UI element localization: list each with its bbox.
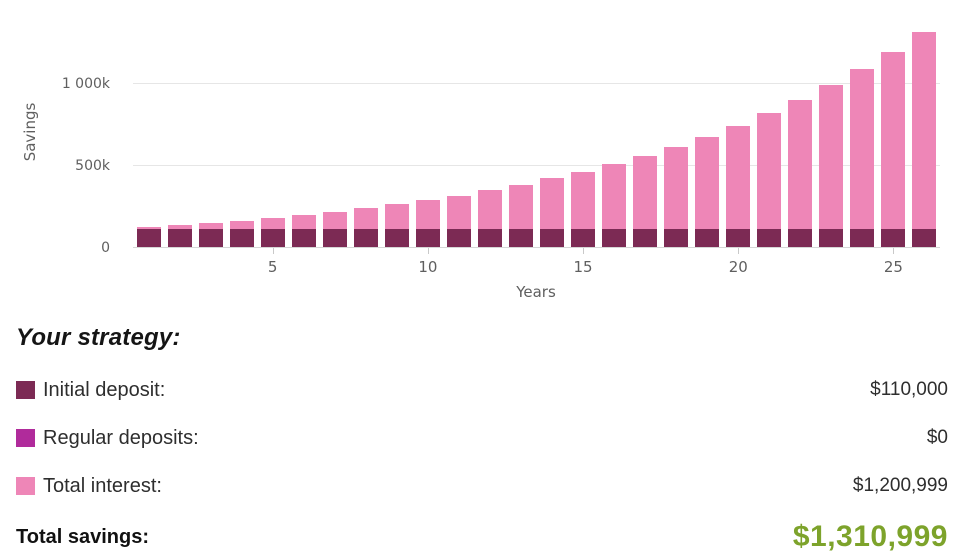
bar-segment-initial-deposit[interactable] — [633, 229, 658, 247]
bar-segment-interest[interactable] — [726, 126, 751, 247]
bar-segment-initial-deposit[interactable] — [508, 229, 533, 247]
y-axis-labels: 1 000k 500k 0 — [0, 0, 110, 256]
bar-year-24[interactable] — [850, 69, 875, 247]
bar-segment-initial-deposit[interactable] — [757, 229, 782, 247]
y-tick-label-1000k: 1 000k — [61, 76, 110, 92]
bar-segment-initial-deposit[interactable] — [167, 229, 192, 247]
savings-chart: Savings 1 000k 500k 0 Years 5 10 15 20 25 — [0, 0, 940, 301]
bar-segment-initial-deposit[interactable] — [881, 229, 906, 247]
bar-year-26[interactable] — [912, 32, 937, 247]
bar-year-22[interactable] — [788, 100, 813, 247]
bar-segment-initial-deposit[interactable] — [384, 229, 409, 247]
gridline-1000k — [133, 83, 940, 84]
x-tick-mark-15 — [583, 248, 585, 254]
bar-year-12[interactable] — [477, 190, 502, 247]
bar-segment-initial-deposit[interactable] — [260, 229, 285, 247]
bar-year-9[interactable] — [384, 204, 409, 247]
bar-segment-interest[interactable] — [850, 69, 875, 247]
bar-segment-initial-deposit[interactable] — [912, 229, 937, 247]
bar-year-21[interactable] — [757, 113, 782, 247]
bar-year-7[interactable] — [322, 212, 347, 247]
total-interest-label: Total interest: — [43, 474, 162, 497]
bar-year-5[interactable] — [260, 218, 285, 247]
bar-year-3[interactable] — [198, 223, 223, 247]
bar-year-8[interactable] — [353, 208, 378, 247]
bar-year-1[interactable] — [136, 227, 161, 247]
regular-deposits-swatch-icon — [16, 429, 35, 447]
bar-segment-initial-deposit[interactable] — [695, 229, 720, 247]
bar-segment-initial-deposit[interactable] — [602, 229, 627, 247]
bar-year-18[interactable] — [664, 147, 689, 247]
bar-segment-initial-deposit[interactable] — [353, 229, 378, 247]
bar-segment-interest[interactable] — [757, 113, 782, 247]
strategy-panel: Your strategy: Initial deposit: $110,000… — [0, 308, 964, 554]
bar-year-11[interactable] — [446, 196, 471, 247]
initial-deposit-swatch-icon — [16, 381, 35, 399]
bar-segment-initial-deposit[interactable] — [664, 229, 689, 247]
regular-deposits-value: $0 — [926, 427, 948, 448]
bar-segment-interest[interactable] — [819, 85, 844, 247]
bar-segment-interest[interactable] — [912, 32, 937, 247]
bar-year-16[interactable] — [602, 164, 627, 247]
bar-segment-initial-deposit[interactable] — [229, 229, 254, 247]
bar-year-17[interactable] — [633, 156, 658, 247]
total-savings-label: Total savings: — [16, 525, 149, 548]
x-tick-mark-10 — [427, 248, 429, 254]
row-initial-deposit: Initial deposit: $110,000 — [16, 378, 948, 401]
bar-year-20[interactable] — [726, 126, 751, 247]
regular-deposits-label: Regular deposits: — [43, 426, 199, 449]
bar-segment-initial-deposit[interactable] — [571, 229, 596, 247]
y-tick-label-500k: 500k — [75, 158, 110, 174]
bar-segment-interest[interactable] — [788, 100, 813, 247]
x-tick-mark-5 — [272, 248, 274, 254]
bar-year-14[interactable] — [540, 178, 565, 247]
x-tick-mark-25 — [893, 248, 895, 254]
bar-segment-initial-deposit[interactable] — [788, 229, 813, 247]
bar-segment-initial-deposit[interactable] — [198, 229, 223, 247]
x-axis-title: Years — [516, 283, 556, 301]
x-tick-label-20: 20 — [728, 258, 748, 276]
bar-year-13[interactable] — [508, 185, 533, 247]
strategy-heading: Your strategy: — [16, 324, 181, 351]
bar-year-10[interactable] — [415, 200, 440, 247]
total-savings-value: $1,310,999 — [792, 520, 948, 553]
bar-segment-initial-deposit[interactable] — [446, 229, 471, 247]
bar-segment-initial-deposit[interactable] — [540, 229, 565, 247]
row-total-interest: Total interest: $1,200,999 — [16, 474, 948, 497]
x-tick-mark-20 — [738, 248, 740, 254]
bar-year-25[interactable] — [881, 52, 906, 247]
x-tick-label-10: 10 — [418, 258, 438, 276]
bar-segment-initial-deposit[interactable] — [726, 229, 751, 247]
x-tick-label-25: 25 — [883, 258, 903, 276]
row-regular-deposits: Regular deposits: $0 — [16, 426, 948, 449]
total-interest-swatch-icon — [16, 477, 35, 495]
initial-deposit-value: $110,000 — [870, 379, 948, 400]
gridline-500k — [133, 165, 940, 166]
x-tick-label-15: 15 — [573, 258, 593, 276]
bar-segment-interest[interactable] — [881, 52, 906, 247]
bar-segment-initial-deposit[interactable] — [291, 229, 316, 247]
bar-segment-initial-deposit[interactable] — [136, 229, 161, 247]
plot-area — [133, 0, 940, 248]
bar-year-19[interactable] — [695, 137, 720, 247]
x-tick-label-5: 5 — [267, 258, 278, 276]
bar-segment-initial-deposit[interactable] — [477, 229, 502, 247]
total-interest-value: $1,200,999 — [852, 475, 948, 496]
bar-segment-interest[interactable] — [695, 137, 720, 247]
initial-deposit-label: Initial deposit: — [43, 378, 166, 401]
bar-year-4[interactable] — [229, 221, 254, 247]
bar-year-6[interactable] — [291, 215, 316, 247]
bar-segment-initial-deposit[interactable] — [322, 229, 347, 247]
bar-segment-initial-deposit[interactable] — [819, 229, 844, 247]
bar-year-23[interactable] — [819, 85, 844, 247]
bar-segment-initial-deposit[interactable] — [415, 229, 440, 247]
bar-segment-initial-deposit[interactable] — [850, 229, 875, 247]
bar-year-2[interactable] — [167, 225, 192, 247]
row-total-savings: Total savings: $1,310,999 — [16, 520, 948, 554]
bar-year-15[interactable] — [571, 172, 596, 247]
y-tick-label-0: 0 — [101, 240, 110, 256]
